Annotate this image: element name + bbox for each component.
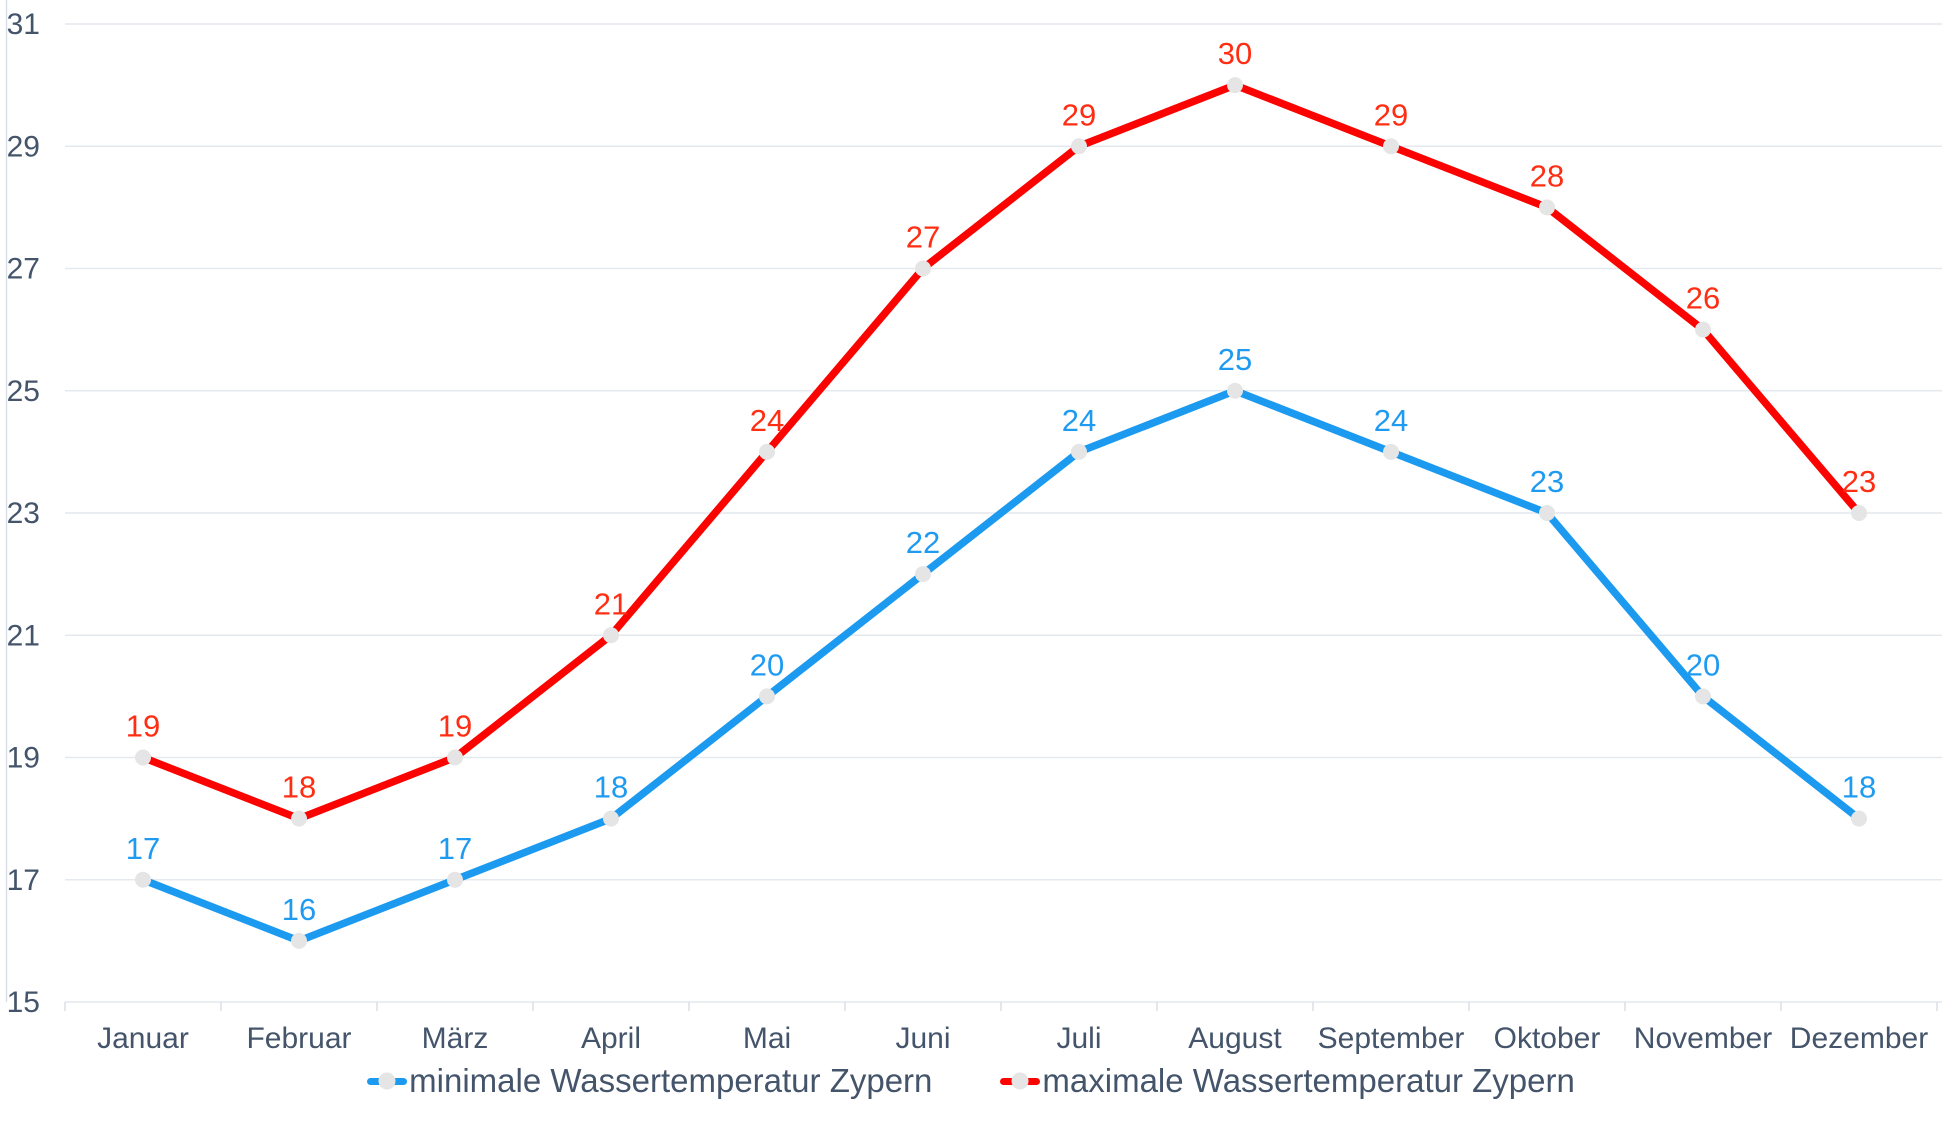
data-point-label: 29	[1374, 97, 1408, 132]
legend-dot-icon	[378, 1072, 396, 1090]
y-axis-tick-label: 29	[7, 130, 40, 163]
data-point-marker	[1383, 138, 1399, 155]
data-point-label: 27	[906, 220, 940, 255]
data-point-marker	[447, 871, 463, 888]
x-axis-tick-label: Februar	[246, 1022, 351, 1055]
data-point-label: 30	[1218, 36, 1252, 71]
data-point-label: 16	[282, 892, 316, 927]
data-point-marker	[447, 749, 463, 766]
data-point-label: 18	[594, 770, 628, 805]
min-series-line	[139, 387, 1863, 945]
data-point-marker	[1851, 810, 1867, 827]
legend-label-min: minimale Wassertemperatur Zypern	[409, 1062, 933, 1099]
max-series-line	[139, 81, 1863, 823]
data-point-label: 23	[1842, 464, 1876, 499]
min-series-legend-marker-icon	[367, 1071, 408, 1091]
data-point-label: 24	[750, 403, 784, 438]
legend-dot-icon	[1011, 1072, 1029, 1090]
data-point-label: 17	[126, 831, 160, 866]
data-point-marker	[1695, 321, 1711, 338]
y-axis-tick-label: 23	[7, 497, 40, 530]
data-point-marker	[1071, 138, 1087, 155]
data-point-label: 25	[1218, 342, 1252, 377]
data-point-marker	[603, 627, 619, 644]
data-point-marker	[759, 443, 775, 460]
data-point-marker	[1539, 505, 1555, 521]
data-point-marker	[1695, 688, 1711, 705]
data-point-label: 19	[126, 709, 160, 744]
data-point-label: 29	[1062, 97, 1096, 132]
data-point-label: 24	[1062, 403, 1096, 438]
chart-legend: minimale Wassertemperatur Zypern maximal…	[0, 1062, 1942, 1100]
y-axis-tick-label: 21	[7, 619, 40, 652]
data-point-marker	[1227, 77, 1243, 94]
data-point-marker	[915, 260, 931, 277]
data-point-label: 19	[438, 709, 472, 744]
data-point-label: 20	[750, 647, 784, 682]
x-axis-tick-label: September	[1318, 1022, 1465, 1055]
data-point-label: 20	[1686, 647, 1720, 682]
legend-item-max-temperature: maximale Wassertemperatur Zypern	[1000, 1062, 1575, 1100]
data-point-marker	[1227, 382, 1243, 399]
data-point-marker	[1539, 199, 1555, 216]
data-point-label: 24	[1374, 403, 1408, 438]
data-point-marker	[1851, 505, 1867, 521]
data-point-marker	[1383, 443, 1399, 460]
data-point-marker	[1071, 443, 1087, 460]
legend-item-min-temperature: minimale Wassertemperatur Zypern	[367, 1062, 932, 1100]
x-axis-tick-label: März	[422, 1022, 489, 1055]
x-axis-tick-label: Dezember	[1790, 1022, 1928, 1055]
x-axis-tick-label: Juli	[1056, 1022, 1101, 1055]
data-point-marker	[291, 810, 307, 827]
legend-label-max: maximale Wassertemperatur Zypern	[1042, 1062, 1575, 1099]
y-axis-tick-label: 31	[7, 8, 40, 41]
x-axis-tick-label: April	[581, 1022, 641, 1055]
max-series-legend-marker-icon	[1000, 1071, 1041, 1091]
data-point-marker	[135, 749, 151, 766]
data-point-label: 23	[1530, 464, 1564, 499]
y-axis-tick-label: 27	[7, 253, 40, 286]
y-axis-tick-label: 25	[7, 375, 40, 408]
data-point-label: 26	[1686, 281, 1720, 316]
data-point-label: 18	[1842, 770, 1876, 805]
data-point-label: 22	[906, 525, 940, 560]
data-point-label: 18	[282, 770, 316, 805]
x-axis-tick-label: Mai	[743, 1022, 791, 1055]
x-axis-tick-label: August	[1188, 1022, 1282, 1055]
x-axis-tick-label: Oktober	[1494, 1022, 1601, 1055]
y-axis-tick-label: 15	[7, 986, 40, 1019]
x-axis-tick-label: Juni	[895, 1022, 950, 1055]
data-point-marker	[915, 566, 931, 583]
x-axis-tick-label: Januar	[97, 1022, 189, 1055]
data-point-label: 17	[438, 831, 472, 866]
data-point-marker	[603, 810, 619, 827]
x-axis-tick-label: November	[1634, 1022, 1772, 1055]
data-point-label: 28	[1530, 158, 1564, 193]
data-point-marker	[291, 932, 307, 949]
y-axis-tick-label: 17	[7, 864, 40, 897]
y-axis-tick-label: 19	[7, 742, 40, 775]
data-point-marker	[135, 871, 151, 888]
data-point-marker	[759, 688, 775, 705]
data-point-label: 21	[594, 586, 628, 621]
